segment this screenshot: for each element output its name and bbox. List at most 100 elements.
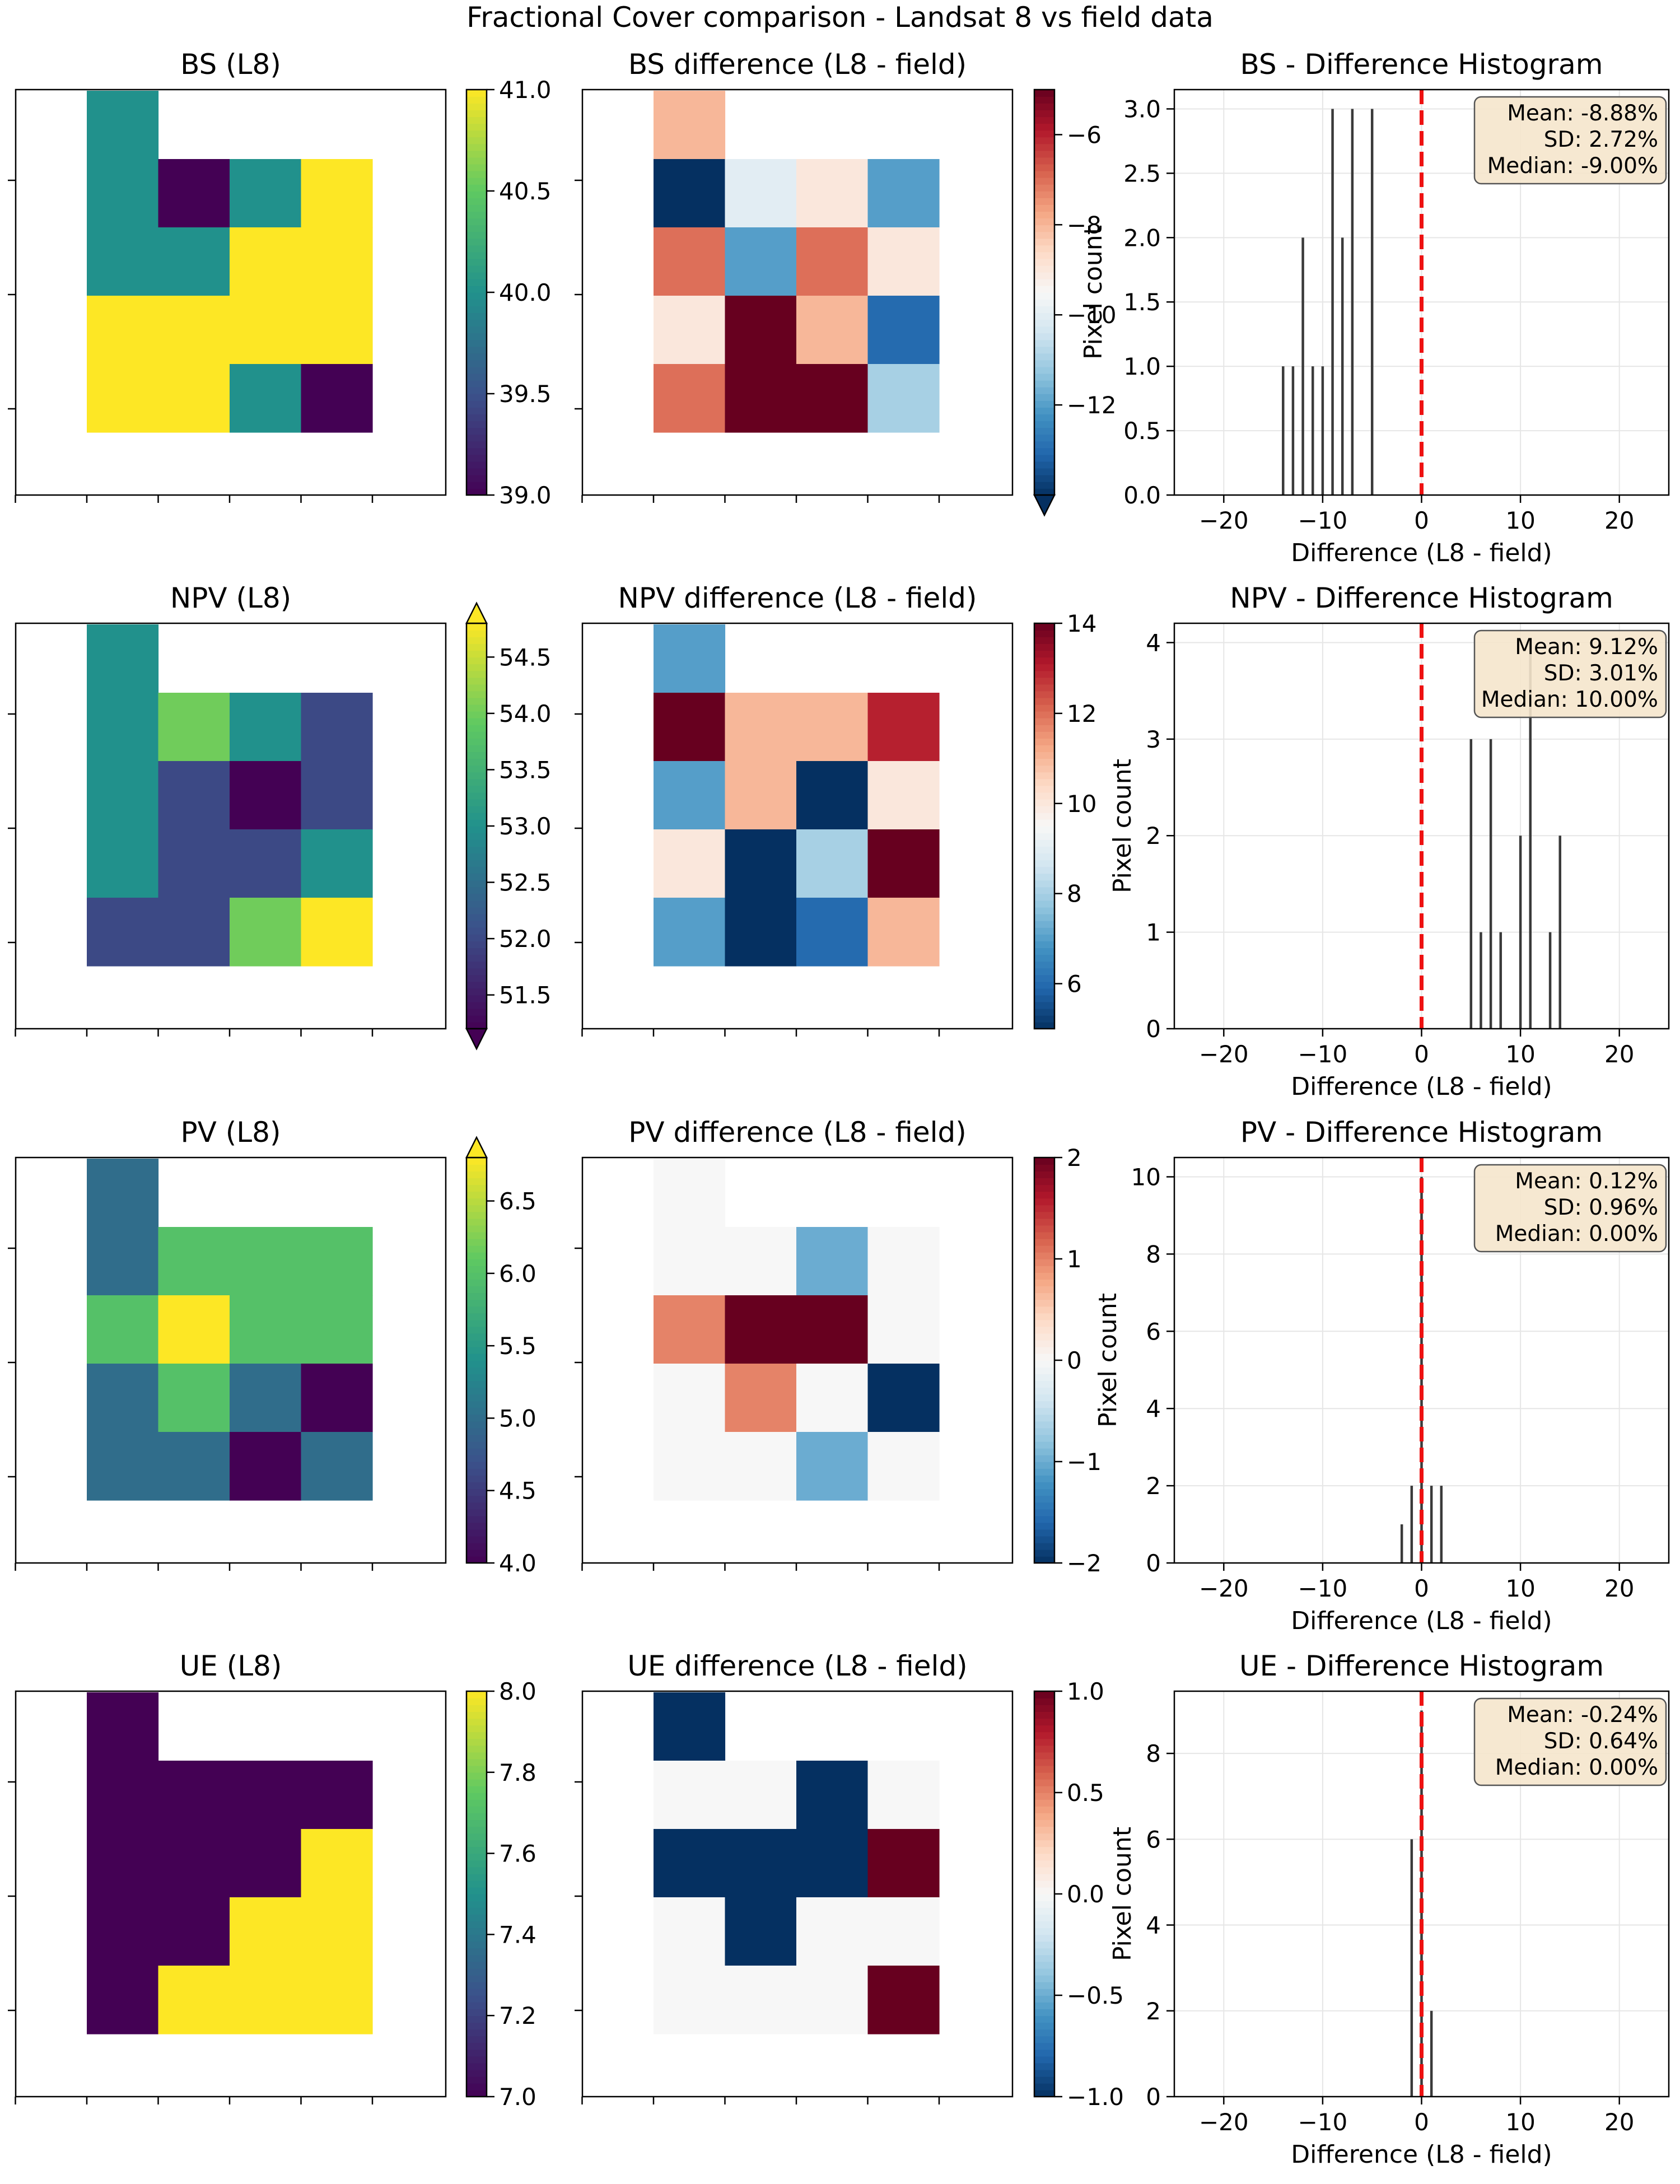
heatmap-panel: NPV (L8) 51.5 52.0 52.5 53.0 53.5 54.0 54.5 xyxy=(8,582,552,1051)
figure-title: Fractional Cover comparison - Landsat 8 … xyxy=(466,1,1214,34)
x-tick-label: 10 xyxy=(1505,1040,1535,1068)
colorbar-segment xyxy=(1034,948,1054,955)
colorbar-segment xyxy=(1034,974,1054,982)
colorbar-segment xyxy=(466,1387,487,1395)
colorbar-tick-label: 51.5 xyxy=(499,982,552,1009)
colorbar-segment xyxy=(1034,285,1054,293)
heatmap-cell xyxy=(230,1966,302,2034)
colorbar-segment xyxy=(466,1279,487,1287)
colorbar-segment xyxy=(1034,461,1054,469)
colorbar-segment xyxy=(1034,1475,1054,1482)
colorbar-segment xyxy=(1034,1954,1054,1962)
histogram-bar xyxy=(1430,2010,1433,2097)
colorbar-tick-label: −1.0 xyxy=(1067,2083,1124,2111)
colorbar-segment xyxy=(1034,1718,1054,1726)
colorbar-segment xyxy=(466,184,487,192)
colorbar-segment xyxy=(466,650,487,658)
heatmap-cell xyxy=(654,693,726,762)
colorbar-segment xyxy=(466,1333,487,1341)
colorbar-segment xyxy=(1034,1725,1054,1733)
colorbar-segment xyxy=(1034,218,1054,226)
y-tick-label: 4 xyxy=(1146,1912,1161,1939)
heatmap-cell xyxy=(301,227,373,296)
colorbar-segment xyxy=(466,1806,487,1813)
colorbar-segment xyxy=(466,1252,487,1259)
colorbar-tick-label: −10 xyxy=(1067,301,1117,329)
heatmap-cell xyxy=(867,898,940,967)
colorbar-segment xyxy=(466,968,487,976)
heatmap-cell xyxy=(654,1829,726,1898)
colorbar-segment xyxy=(466,306,487,313)
colorbar-segment xyxy=(466,704,487,712)
colorbar-segment xyxy=(466,1441,487,1449)
colorbar-segment xyxy=(1034,191,1054,198)
colorbar-segment xyxy=(1034,941,1054,948)
colorbar-segment xyxy=(1034,198,1054,205)
colorbar-segment xyxy=(466,1238,487,1246)
heatmap-cell xyxy=(301,693,373,762)
colorbar-segment xyxy=(466,812,487,820)
colorbar-segment xyxy=(1034,704,1054,712)
colorbar-segment xyxy=(466,893,487,901)
heatmap-cell xyxy=(725,159,797,228)
heatmap-cell xyxy=(158,296,230,365)
colorbar-segment xyxy=(466,866,487,874)
colorbar-segment xyxy=(466,1556,487,1564)
heatmap-cell xyxy=(158,159,230,228)
colorbar-segment xyxy=(1034,968,1054,976)
heatmap-title: UE difference (L8 - field) xyxy=(627,1650,967,1682)
colorbar-segment xyxy=(466,1502,487,1510)
colorbar-segment xyxy=(466,1495,487,1503)
colorbar-segment xyxy=(466,407,487,414)
colorbar-segment xyxy=(1034,130,1054,138)
colorbar-segment xyxy=(1034,251,1054,259)
heatmap-cell xyxy=(87,1227,159,1296)
colorbar-segment xyxy=(1034,1414,1054,1422)
colorbar-segment xyxy=(1034,1799,1054,1807)
colorbar-segment xyxy=(1034,1846,1054,1854)
colorbar-segment xyxy=(466,346,487,354)
heatmap-cell xyxy=(654,1227,726,1296)
x-tick-label: −20 xyxy=(1199,507,1249,534)
heatmap-cell xyxy=(230,1761,302,1830)
colorbar-segment xyxy=(1034,637,1054,644)
colorbar-tick-label: 7.8 xyxy=(499,1759,536,1786)
colorbar-segment xyxy=(1034,258,1054,266)
colorbar-tick-label: 6.5 xyxy=(499,1188,536,1215)
colorbar-tick-label: 52.5 xyxy=(499,869,552,897)
heatmap-cell xyxy=(87,1829,159,1898)
colorbar-segment xyxy=(1034,1934,1054,1942)
heatmap-panel: PV (L8) 4.0 4.5 5.0 5.5 6.0 6.5 xyxy=(8,1116,536,1577)
colorbar-segment xyxy=(1034,1225,1054,1233)
heatmap-cell xyxy=(301,296,373,365)
colorbar-segment xyxy=(1034,394,1054,401)
colorbar-segment xyxy=(466,1941,487,1949)
colorbar-segment xyxy=(1034,1907,1054,1915)
colorbar-segment xyxy=(466,1245,487,1253)
colorbar-segment xyxy=(1034,2083,1054,2090)
colorbar-segment xyxy=(466,1705,487,1712)
colorbar-segment xyxy=(466,731,487,739)
colorbar-segment xyxy=(1034,265,1054,273)
colorbar-segment xyxy=(466,846,487,854)
colorbar-segment xyxy=(1034,326,1054,334)
colorbar-segment xyxy=(1034,1319,1054,1327)
colorbar-segment xyxy=(466,886,487,894)
colorbar-tick-label: 8 xyxy=(1067,880,1082,908)
colorbar-segment xyxy=(1034,1292,1054,1300)
colorbar-segment xyxy=(1034,366,1054,374)
heatmap-cell xyxy=(158,1761,230,1830)
colorbar-tick-label: 1 xyxy=(1067,1245,1082,1273)
colorbar-segment xyxy=(466,853,487,861)
colorbar-segment xyxy=(1034,1462,1054,1469)
colorbar-tick-label: 4.0 xyxy=(499,1550,536,1577)
colorbar-segment xyxy=(466,2049,487,2057)
colorbar-segment xyxy=(466,799,487,806)
colorbar-segment xyxy=(1034,1866,1054,1874)
colorbar-segment xyxy=(1034,2036,1054,2043)
colorbar-segment xyxy=(466,198,487,205)
colorbar-segment xyxy=(466,1475,487,1482)
colorbar-segment xyxy=(466,1691,487,1698)
histogram-bar xyxy=(1548,932,1552,1029)
heatmap-cell xyxy=(654,1432,726,1501)
